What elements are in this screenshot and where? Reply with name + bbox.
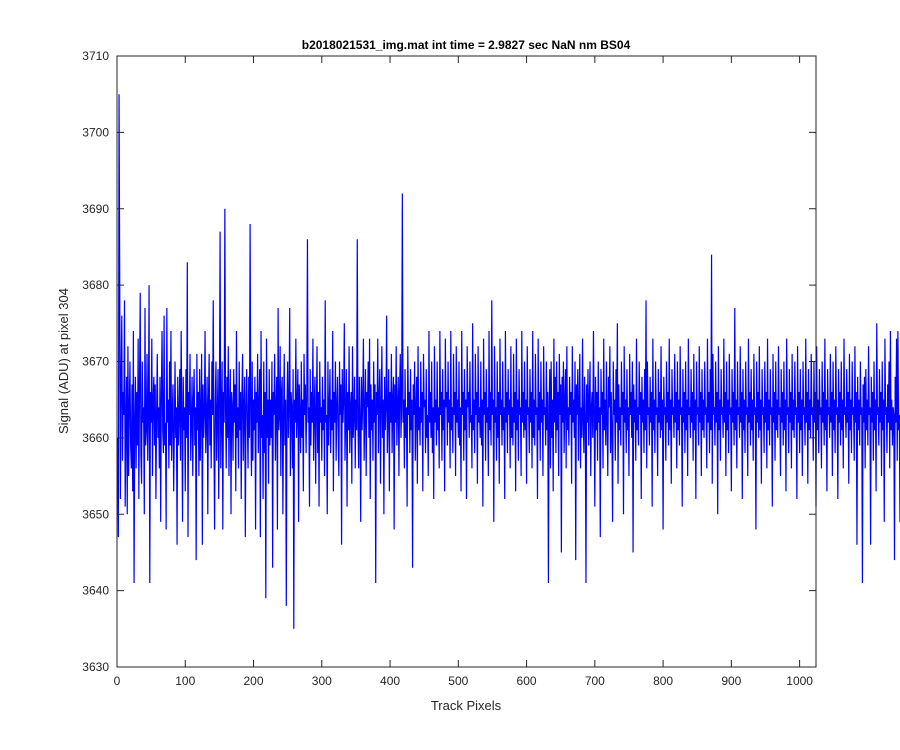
x-tick-label: 0 [114, 674, 121, 688]
x-tick-label: 1000 [786, 674, 813, 688]
series-line [117, 94, 900, 629]
x-tick-label: 900 [721, 674, 741, 688]
y-tick-label: 3670 [82, 355, 109, 369]
data-layer [117, 94, 900, 629]
x-tick-label: 100 [175, 674, 195, 688]
y-axis-ticks: 3630 3640 3650 3660 3670 3680 3690 3700 3710 [82, 49, 816, 674]
y-tick-label: 3690 [82, 202, 109, 216]
x-tick-label: 800 [653, 674, 673, 688]
y-tick-label: 3710 [82, 49, 109, 63]
x-axis-ticks: 0 100 200 300 400 500 600 700 800 900 1000 [114, 56, 813, 688]
y-tick-label: 3640 [82, 584, 109, 598]
x-tick-label: 700 [585, 674, 605, 688]
chart-title: b2018021531_img.mat int time = 2.9827 se… [302, 38, 631, 52]
x-tick-label: 500 [448, 674, 468, 688]
x-tick-label: 200 [244, 674, 264, 688]
x-tick-label: 600 [517, 674, 537, 688]
y-axis-label: Signal (ADU) at pixel 304 [56, 288, 71, 434]
x-tick-label: 300 [312, 674, 332, 688]
y-tick-label: 3680 [82, 278, 109, 292]
x-tick-label: 400 [380, 674, 400, 688]
y-tick-label: 3700 [82, 125, 109, 139]
y-tick-label: 3630 [82, 660, 109, 674]
x-axis-label: Track Pixels [431, 698, 502, 713]
y-tick-label: 3660 [82, 431, 109, 445]
y-tick-label: 3650 [82, 507, 109, 521]
